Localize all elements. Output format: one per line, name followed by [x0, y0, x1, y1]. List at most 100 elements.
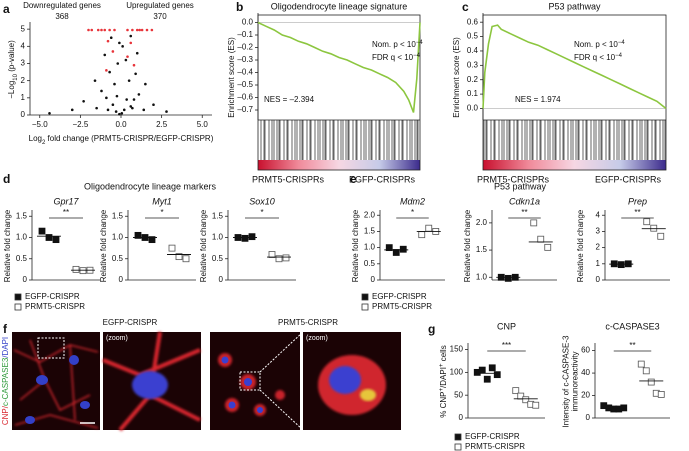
point — [70, 108, 74, 112]
point — [530, 219, 538, 227]
y-tick-label: 0.2 — [467, 75, 479, 84]
point — [126, 55, 129, 58]
group-label: PRMT5-CRISPRs — [477, 174, 550, 184]
point — [512, 387, 520, 395]
y-tick-label: 1.0 — [476, 272, 488, 281]
y-tick-label: 0 — [596, 275, 601, 284]
legend-label: PRMT5-CRISPR — [25, 302, 85, 311]
annotation-part: Nom. p < 10 — [574, 40, 618, 49]
caspase-signal — [360, 389, 376, 401]
y-tick-label: –0.3 — [237, 55, 253, 64]
point — [132, 63, 136, 67]
point — [637, 360, 645, 368]
y-tick-label: 0.5 — [212, 254, 224, 263]
y-tick-label: 0.3 — [467, 60, 479, 69]
y-axis-label-line: Intensity of c-CASPASE-3 — [562, 335, 571, 427]
y-tick-label: 1 — [596, 259, 601, 268]
point — [282, 254, 290, 262]
point — [275, 255, 283, 263]
y-axis-label: −Log10 (p-value) — [7, 40, 18, 99]
chart-title: c-CASPASE3 — [605, 321, 659, 331]
point — [478, 366, 486, 374]
point — [483, 375, 491, 383]
point — [100, 89, 103, 93]
y-tick-label: 0.6 — [467, 17, 479, 26]
point — [650, 224, 658, 232]
chart-title: CNP — [497, 321, 516, 331]
point — [103, 28, 107, 32]
point — [120, 111, 124, 115]
point — [45, 234, 53, 241]
y-tick-label: 2 — [596, 243, 601, 252]
point — [113, 82, 116, 86]
annotation: FDR q < 10−4 — [372, 53, 421, 63]
micrograph-detail — [13, 339, 99, 429]
annotation: NES = –2.394 — [264, 95, 315, 104]
y-axis-label-part: −Log — [7, 81, 16, 99]
annotation-part: −4 — [413, 53, 421, 59]
point — [248, 233, 256, 241]
point — [100, 28, 103, 32]
group-label: EGFP-CRISPRs — [595, 174, 662, 184]
point — [95, 106, 98, 110]
annotation: Nom. p < 10−4 — [372, 40, 423, 50]
y-axis-label-part: 10 — [13, 73, 19, 80]
y-tick-label: 40 — [581, 368, 590, 377]
annotation-part: Nom. p < 10 — [372, 40, 416, 49]
y-tick-label: –0.1 — [237, 30, 253, 39]
point — [399, 245, 407, 253]
point — [90, 28, 94, 32]
y-tick-label: –0.4 — [237, 68, 253, 77]
y-axis-label-line: immunoreactivity — [571, 351, 580, 411]
micrographs — [12, 331, 401, 432]
annotation: 368 — [55, 12, 69, 21]
significance: *** — [502, 341, 511, 350]
y-tick-label: 0 — [21, 110, 26, 119]
y-axis-label: Relative fold change — [351, 209, 360, 282]
point — [168, 244, 176, 252]
legend-marker — [361, 303, 369, 311]
y-tick-label: 0.5 — [467, 32, 479, 41]
y-axis-label: Enrichment score (ES) — [227, 37, 236, 118]
nucleus — [132, 371, 168, 399]
y-axis-label: Intensity of c-CASPASE-3immunoreactivity — [562, 335, 580, 427]
point — [124, 58, 128, 62]
panel-label: e — [350, 172, 357, 186]
significance: * — [160, 208, 163, 217]
significance: ** — [521, 208, 527, 217]
point — [544, 243, 552, 251]
point — [145, 28, 149, 32]
group-label: EGFP-CRISPRs — [349, 174, 416, 184]
legend-marker — [361, 293, 369, 301]
point — [87, 28, 90, 32]
y-axis-label-part: (p-value) — [7, 40, 16, 74]
y-tick-label: 1.0 — [364, 243, 376, 252]
chart-title: P53 pathway — [548, 1, 601, 11]
panel-label: b — [236, 0, 243, 14]
annotation: NES = 1.974 — [515, 95, 561, 104]
panel-label: f — [3, 322, 8, 336]
point — [135, 28, 139, 32]
image-label: EGFP-CRISPR — [103, 318, 158, 327]
point — [522, 396, 530, 404]
x-tick-label: −5.0 — [32, 120, 48, 129]
legend-label: PRMT5-CRISPR — [465, 442, 525, 451]
image-label: (zoom) — [106, 335, 128, 342]
y-tick-label: 2 — [21, 76, 26, 85]
y-tick-label: 1.0 — [212, 233, 224, 242]
annotation-part: FDR q < 10 — [372, 53, 414, 62]
chart-title: Prep — [628, 196, 647, 206]
y-tick-label: 4 — [596, 210, 601, 219]
y-tick-label: 3 — [596, 227, 601, 236]
y-tick-label: –0.5 — [237, 80, 253, 89]
panel-label: g — [428, 322, 435, 336]
legend-label: EGFP-CRISPR — [372, 292, 427, 301]
nuclei — [221, 356, 263, 413]
annotation-part: −4 — [618, 40, 626, 46]
y-tick-label: 150 — [450, 345, 464, 354]
x-tick-label: −2.5 — [72, 120, 88, 129]
point — [93, 79, 97, 82]
annotation: Upregulated genes — [126, 1, 194, 10]
panel-label: c — [462, 0, 469, 14]
point — [148, 236, 156, 244]
